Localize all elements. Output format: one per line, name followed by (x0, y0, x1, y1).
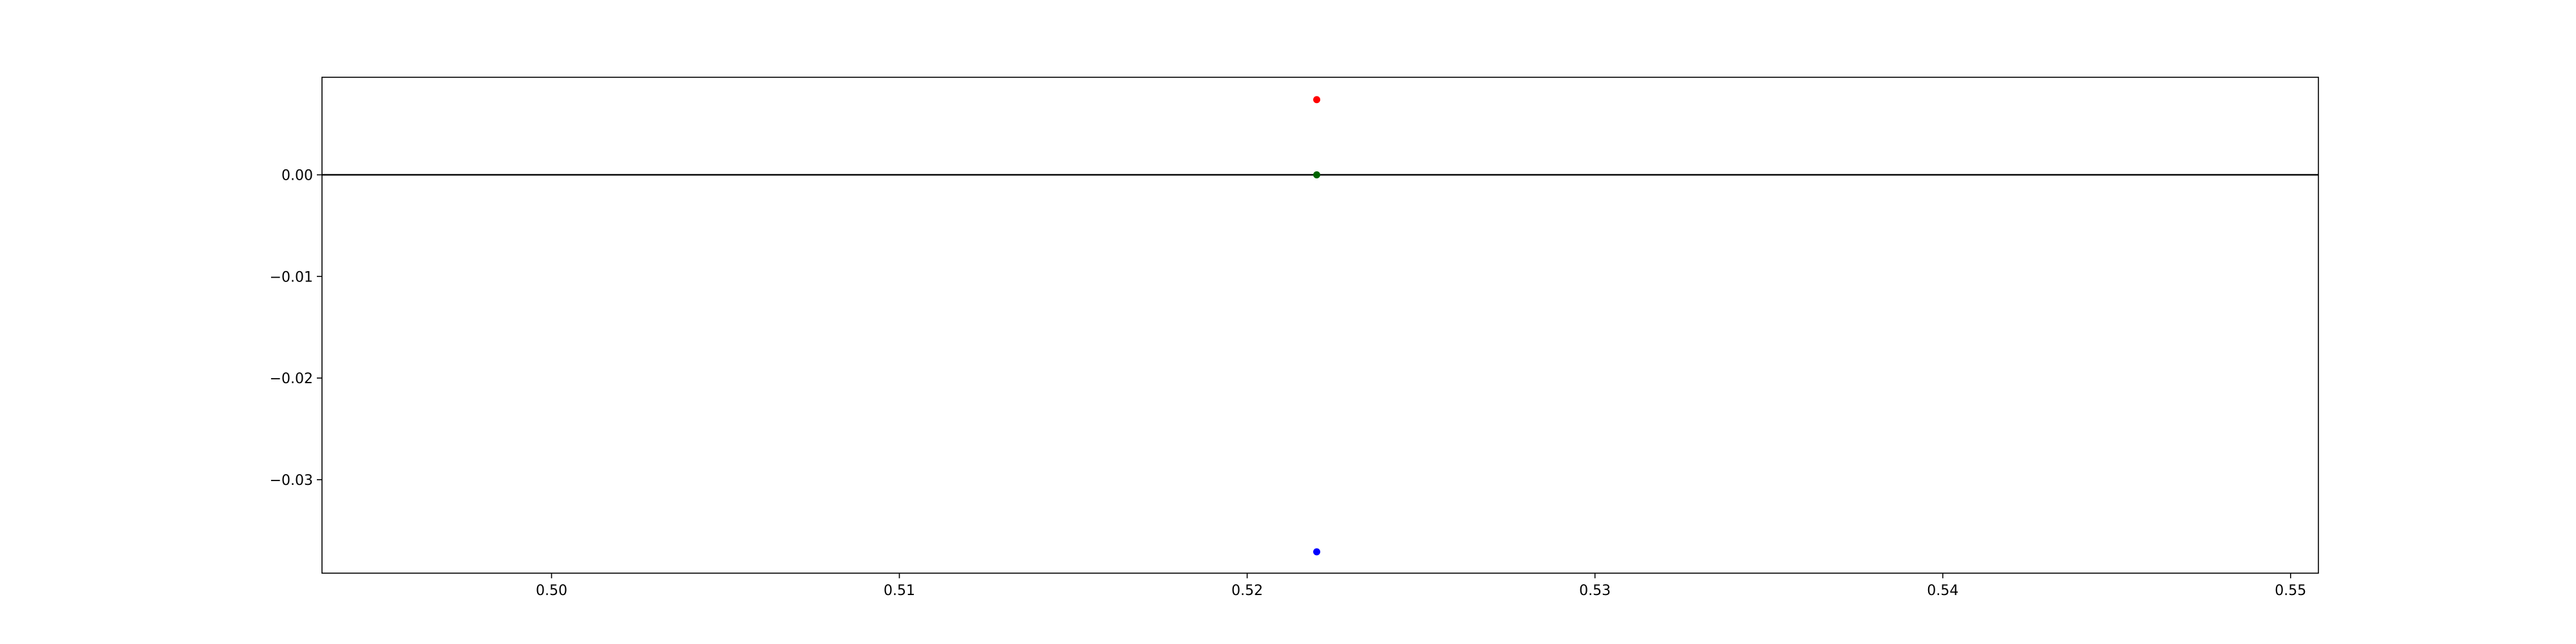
y-tick-label: −0.02 (270, 371, 313, 387)
x-tick-label: 0.54 (1927, 583, 1958, 599)
y-tick-label: −0.01 (270, 269, 313, 285)
x-tick-label: 0.53 (1579, 583, 1611, 599)
data-point (1313, 171, 1321, 178)
x-tick-label: 0.51 (884, 583, 915, 599)
x-tick-label: 0.50 (536, 583, 567, 599)
data-points (1313, 96, 1321, 556)
x-tick-label: 0.52 (1231, 583, 1263, 599)
plot-area-frame (321, 77, 2319, 574)
x-axis: 0.50 0.51 0.52 0.53 0.54 0.55 (536, 573, 2306, 599)
data-point (1313, 96, 1321, 104)
y-axis: 0.00 −0.01 −0.02 −0.03 (270, 167, 322, 489)
y-tick-label: 0.00 (281, 167, 313, 184)
x-tick-label: 0.55 (2275, 583, 2306, 599)
data-point (1313, 548, 1321, 556)
y-tick-label: −0.03 (270, 473, 313, 489)
